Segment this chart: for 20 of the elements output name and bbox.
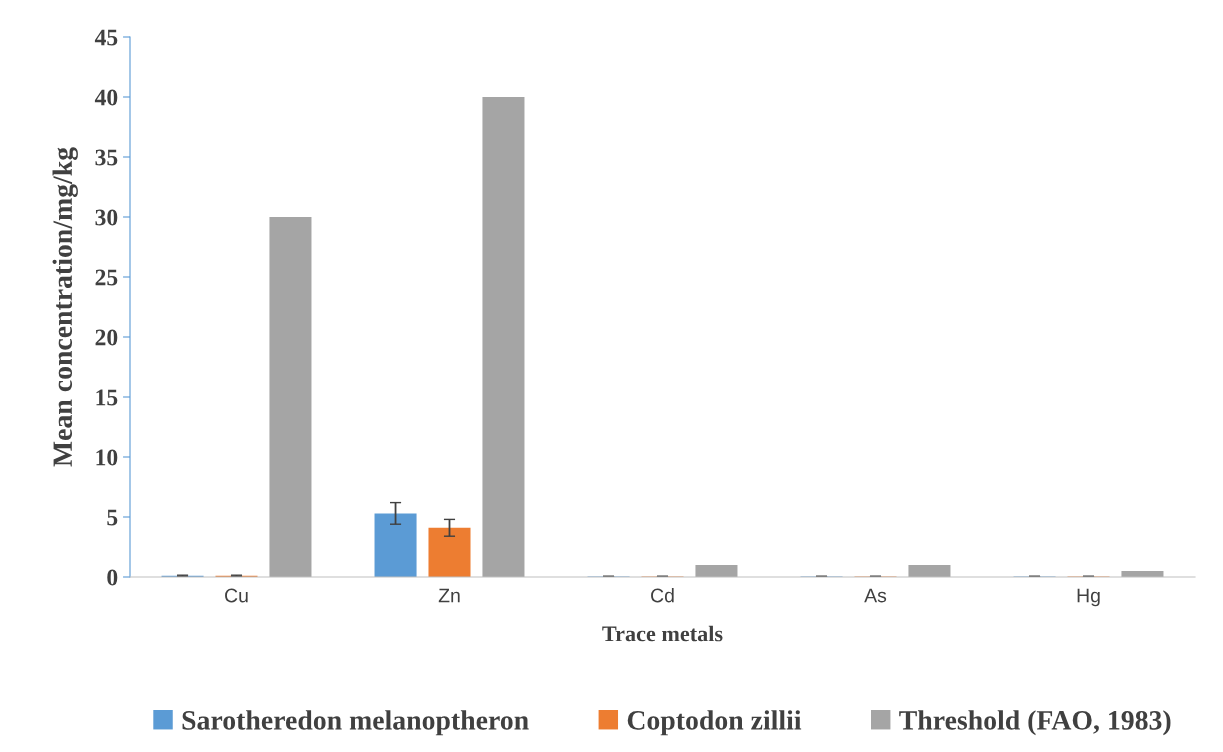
x-tick-label: Hg [1077,588,1100,607]
y-tick-label: 30 [95,209,118,226]
y-axis-title: Mean concentration/mg/kg [52,147,78,467]
y-tick-label: 0 [107,569,118,586]
y-tick-label: 20 [95,329,118,346]
x-tick-label: Zn [438,588,460,603]
legend-label: Coptodon zillii [627,710,802,736]
y-tick-label: 10 [96,449,118,466]
x-axis-title: Trace metals [602,625,723,642]
y-tick-label: 35 [95,149,118,166]
x-tick-label: As [864,588,887,603]
y-tick-label: 45 [94,29,118,46]
y-tick-label: 15 [96,389,118,406]
legend-label: Threshold (FAO, 1983) [899,710,1171,736]
y-tick-label: 25 [95,269,118,286]
x-tick-label: Cu [225,588,248,603]
x-tick-label: Cd [651,588,674,603]
y-tick-label: 40 [94,89,118,106]
y-tick-label: 5 [107,509,118,526]
legend-label: Sarotheredon melanoptheron [182,710,529,736]
